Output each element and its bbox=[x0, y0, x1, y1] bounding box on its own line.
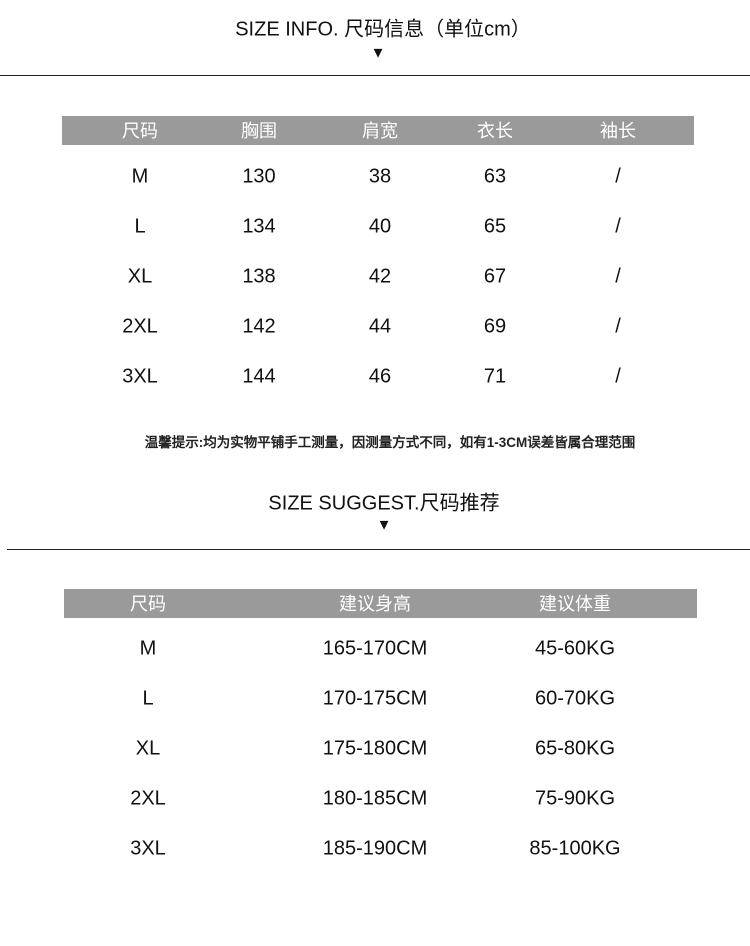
table-cell: M bbox=[131, 165, 149, 188]
column-header: 袖长 bbox=[600, 121, 636, 141]
table-cell: XL bbox=[135, 737, 161, 760]
table-cell: L bbox=[142, 687, 154, 710]
table-cell: 142 bbox=[242, 315, 276, 338]
table-cell: / bbox=[615, 265, 621, 288]
table-cell: 71 bbox=[483, 365, 507, 388]
table-cell: 130 bbox=[242, 165, 276, 188]
table-cell: 65 bbox=[483, 215, 507, 238]
table-cell: 67 bbox=[483, 265, 507, 288]
table-cell: 44 bbox=[368, 315, 392, 338]
table-cell: 2XL bbox=[122, 315, 158, 338]
table-cell: 42 bbox=[368, 265, 392, 288]
table-cell: 3XL bbox=[130, 837, 166, 860]
table-cell: XL bbox=[127, 265, 153, 288]
table-cell: 75-90KG bbox=[534, 787, 616, 810]
table-cell: M bbox=[139, 637, 157, 660]
table-cell: 134 bbox=[242, 215, 276, 238]
table-cell: 38 bbox=[368, 165, 392, 188]
table-cell: 3XL bbox=[122, 365, 158, 388]
table-cell: 85-100KG bbox=[529, 837, 621, 860]
table-cell: / bbox=[615, 165, 621, 188]
down-triangle-icon: ▼ bbox=[376, 516, 392, 534]
table-cell: 60-70KG bbox=[534, 687, 616, 710]
column-header: 衣长 bbox=[477, 121, 513, 141]
table-cell: 2XL bbox=[130, 787, 166, 810]
table-cell: 144 bbox=[242, 365, 276, 388]
column-header: 尺码 bbox=[122, 121, 158, 141]
table-cell: 180-185CM bbox=[322, 787, 428, 810]
size-suggest-title: SIZE SUGGEST.尺码推荐 bbox=[268, 492, 500, 515]
table-cell: 40 bbox=[368, 215, 392, 238]
down-triangle-icon: ▼ bbox=[370, 44, 386, 62]
table-cell: 65-80KG bbox=[534, 737, 616, 760]
size-info-header-bar bbox=[62, 116, 694, 145]
table-cell: 165-170CM bbox=[322, 637, 428, 660]
table-cell: 138 bbox=[242, 265, 276, 288]
table-cell: 63 bbox=[483, 165, 507, 188]
table-cell: 170-175CM bbox=[322, 687, 428, 710]
table-cell: 45-60KG bbox=[534, 637, 616, 660]
size-info-title: SIZE INFO. 尺码信息（单位cm） bbox=[235, 18, 531, 41]
size-suggest-header-bar bbox=[64, 589, 697, 618]
table-cell: 175-180CM bbox=[322, 737, 428, 760]
column-header: 建议体重 bbox=[539, 594, 611, 614]
column-header: 建议身高 bbox=[339, 594, 411, 614]
column-header: 肩宽 bbox=[362, 121, 398, 141]
measurement-note: 温馨提示:均为实物平铺手工测量，因测量方式不同，如有1-3CM误差皆属合理范围 bbox=[144, 435, 636, 450]
divider bbox=[0, 75, 750, 76]
table-cell: 69 bbox=[483, 315, 507, 338]
table-cell: 185-190CM bbox=[322, 837, 428, 860]
table-cell: L bbox=[134, 215, 146, 238]
column-header: 胸围 bbox=[241, 121, 277, 141]
table-cell: 46 bbox=[368, 365, 392, 388]
divider bbox=[7, 549, 750, 550]
column-header: 尺码 bbox=[130, 594, 166, 614]
table-cell: / bbox=[615, 365, 621, 388]
table-cell: / bbox=[615, 315, 621, 338]
table-cell: / bbox=[615, 215, 621, 238]
